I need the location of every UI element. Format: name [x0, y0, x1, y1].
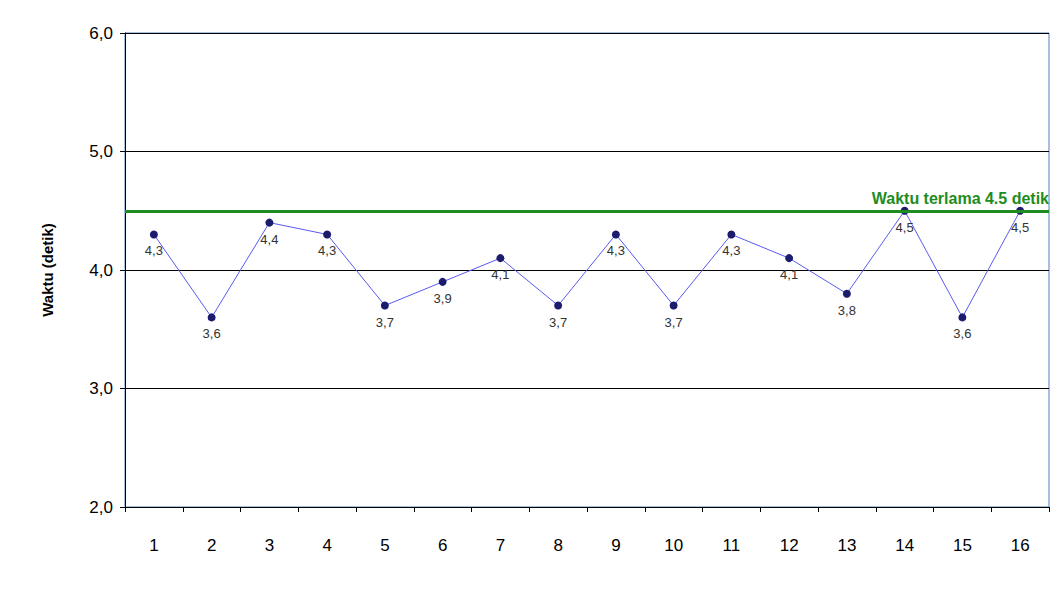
svg-text:13: 13 [837, 536, 856, 555]
svg-text:8: 8 [553, 536, 562, 555]
svg-text:4,5: 4,5 [896, 220, 914, 235]
svg-text:15: 15 [953, 536, 972, 555]
svg-text:Waktu (detik): Waktu (detik) [39, 223, 56, 317]
svg-text:2: 2 [207, 536, 216, 555]
svg-text:4,4: 4,4 [260, 232, 278, 247]
svg-text:11: 11 [723, 536, 741, 555]
svg-text:4,1: 4,1 [780, 267, 798, 282]
svg-text:5,0: 5,0 [89, 142, 113, 161]
svg-text:Waktu terlama 4.5 detik: Waktu terlama 4.5 detik [872, 190, 1049, 207]
svg-text:3: 3 [265, 536, 274, 555]
svg-text:2,0: 2,0 [89, 498, 113, 517]
svg-text:3,6: 3,6 [203, 326, 221, 341]
svg-text:10: 10 [664, 536, 683, 555]
svg-text:1: 1 [149, 536, 158, 555]
svg-text:6: 6 [438, 536, 447, 555]
svg-text:4: 4 [322, 536, 331, 555]
svg-text:4,3: 4,3 [607, 243, 625, 258]
svg-text:3,8: 3,8 [838, 303, 856, 318]
svg-text:3,7: 3,7 [549, 315, 567, 330]
svg-text:6,0: 6,0 [89, 24, 113, 43]
svg-text:3,7: 3,7 [376, 315, 394, 330]
svg-text:5: 5 [380, 536, 389, 555]
svg-text:3,7: 3,7 [665, 315, 683, 330]
svg-text:12: 12 [780, 536, 799, 555]
svg-text:3,0: 3,0 [89, 379, 113, 398]
svg-text:3,6: 3,6 [953, 326, 971, 341]
svg-text:16: 16 [1011, 536, 1030, 555]
svg-text:4,0: 4,0 [89, 261, 113, 280]
svg-text:3,9: 3,9 [434, 291, 452, 306]
svg-text:4,1: 4,1 [491, 267, 509, 282]
svg-text:4,5: 4,5 [1011, 220, 1029, 235]
svg-text:9: 9 [611, 536, 620, 555]
svg-text:4,3: 4,3 [318, 243, 336, 258]
svg-text:4,3: 4,3 [145, 243, 163, 258]
svg-text:4,3: 4,3 [722, 243, 740, 258]
svg-text:14: 14 [895, 536, 914, 555]
svg-text:7: 7 [496, 536, 505, 555]
